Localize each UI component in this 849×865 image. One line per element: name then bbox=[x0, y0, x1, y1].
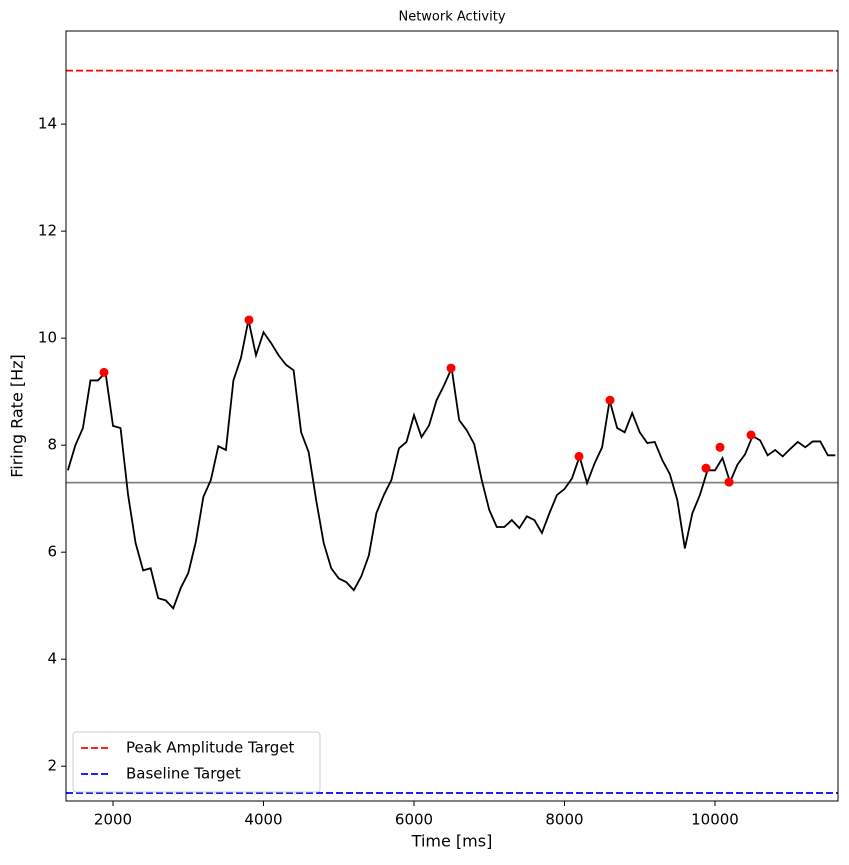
y-tick-label: 14 bbox=[38, 115, 57, 133]
y-tick-label: 6 bbox=[47, 543, 57, 561]
chart-title: Network Activity bbox=[398, 10, 505, 25]
y-axis-label: Firing Rate [Hz] bbox=[8, 354, 27, 478]
y-tick-label: 4 bbox=[47, 650, 57, 668]
peak-marker bbox=[746, 430, 756, 440]
peak-marker bbox=[244, 315, 254, 325]
peak-marker bbox=[605, 395, 615, 405]
y-tick-label: 8 bbox=[47, 436, 57, 454]
peak-marker bbox=[724, 477, 734, 487]
x-axis-label: Time [ms] bbox=[411, 832, 493, 851]
peak-marker bbox=[715, 442, 725, 452]
x-tick-label: 6000 bbox=[395, 811, 433, 829]
x-tick-label: 8000 bbox=[545, 811, 583, 829]
peak-marker bbox=[701, 463, 711, 473]
y-tick-label: 12 bbox=[38, 222, 57, 240]
peak-marker bbox=[446, 363, 456, 373]
legend-label: Peak Amplitude Target bbox=[126, 739, 295, 757]
y-tick-label: 10 bbox=[38, 329, 57, 347]
legend-label: Baseline Target bbox=[126, 765, 241, 783]
data-line bbox=[67, 319, 836, 611]
x-tick-label: 2000 bbox=[94, 811, 132, 829]
x-tick-label: 4000 bbox=[244, 811, 282, 829]
plot-frame bbox=[65, 30, 839, 802]
x-tick-label: 10000 bbox=[691, 811, 739, 829]
y-tick-label: 2 bbox=[47, 757, 57, 775]
legend-box bbox=[72, 731, 321, 793]
peak-marker bbox=[99, 367, 109, 377]
peak-marker bbox=[574, 451, 584, 461]
plot-area bbox=[66, 69, 838, 794]
